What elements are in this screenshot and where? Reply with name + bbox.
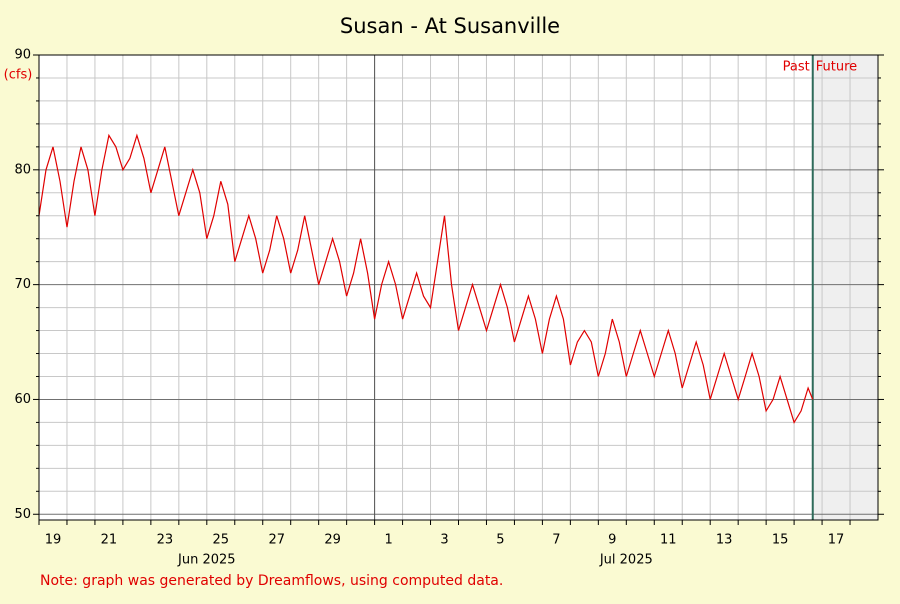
y-tick-label: 60 — [14, 392, 31, 407]
y-tick-label: 90 — [14, 48, 31, 63]
x-tick-label: 11 — [660, 533, 677, 548]
x-tick-label: 15 — [772, 533, 789, 548]
y-axis-label: (cfs) — [4, 68, 33, 83]
flow-line — [38, 133, 814, 424]
month-label: Jun 2025 — [177, 553, 236, 568]
chart-title: Susan - At Susanville — [340, 14, 560, 38]
y-tick-label: 50 — [14, 507, 31, 522]
y-tick-label: 70 — [14, 277, 31, 292]
x-tick-label: 5 — [496, 533, 504, 548]
x-tick-label: 21 — [101, 533, 118, 548]
x-tick-label: 13 — [716, 533, 733, 548]
x-tick-label: 9 — [608, 533, 616, 548]
x-tick-label: 29 — [324, 533, 341, 548]
x-tick-label: 17 — [828, 533, 845, 548]
x-tick-label: 23 — [157, 533, 174, 548]
note: Note: graph was generated by Dreamflows,… — [40, 573, 503, 589]
y-tick-label: 80 — [14, 162, 31, 177]
x-tick-label: 7 — [552, 533, 560, 548]
x-tick-label: 3 — [440, 533, 448, 548]
future-label: Future — [816, 60, 857, 75]
x-tick-label: 27 — [268, 533, 285, 548]
future-region — [812, 55, 878, 520]
x-tick-label: 1 — [384, 533, 392, 548]
x-tick-label: 25 — [213, 533, 230, 548]
plot-border — [38, 54, 879, 521]
past-label: Past — [783, 60, 810, 75]
month-label: Jul 2025 — [599, 553, 653, 568]
x-tick-label: 19 — [45, 533, 62, 548]
